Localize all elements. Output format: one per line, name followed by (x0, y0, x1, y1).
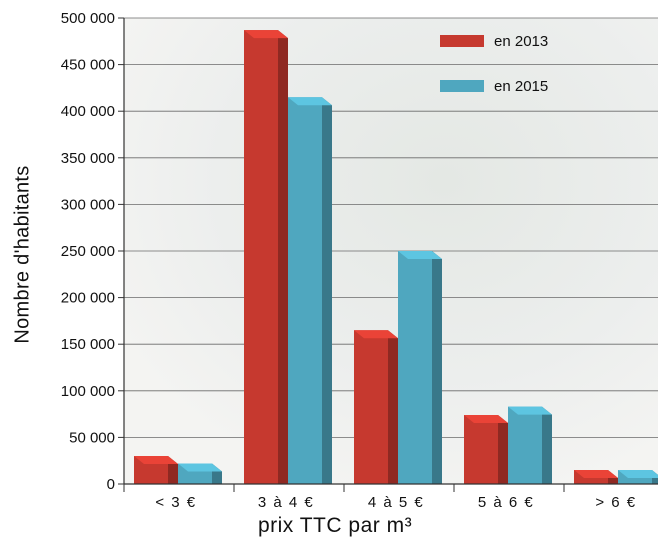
x-tick-label: 4 à 5 € (368, 494, 424, 511)
y-tick-label: 400 000 (61, 103, 115, 120)
x-tick-label: 3 à 4 € (258, 494, 314, 511)
bar-side (278, 30, 288, 485)
bar-top (288, 97, 332, 106)
bar-top (464, 415, 508, 424)
bar-side (498, 415, 508, 484)
x-tick-label: > 6 € (595, 494, 636, 511)
bar-2015-2 (398, 251, 442, 484)
y-tick-label: 200 000 (61, 290, 115, 307)
x-tick-label: 5 à 6 € (478, 494, 534, 511)
bar-top (574, 470, 618, 479)
bar-2015-0 (178, 463, 222, 484)
legend-label-2015: en 2015 (494, 77, 549, 95)
bars (134, 30, 658, 485)
bar-2015-4 (618, 470, 658, 484)
y-tick-label: 100 000 (61, 383, 115, 400)
bar-2013-3 (464, 415, 508, 484)
legend-item-2013: en 2013 (440, 30, 548, 52)
bar-front (288, 97, 322, 484)
bar-top (178, 463, 222, 472)
bar-front (244, 30, 278, 485)
legend-item-2015: en 2015 (440, 75, 548, 97)
legend-swatch-2013 (440, 35, 484, 47)
y-tick-labels: 0 50 000 100 000 150 000 200 000 250 000 300 0… (61, 10, 124, 493)
y-tick-label: 350 000 (61, 150, 115, 167)
y-tick-label: 50 000 (69, 429, 115, 446)
legend: en 2013 en 2015 (440, 30, 548, 120)
bar-top (618, 470, 658, 479)
x-tick-label: < 3 € (155, 494, 196, 511)
y-tick-label: 150 000 (61, 336, 115, 353)
bar-side (322, 97, 332, 484)
y-tick-label: 300 000 (61, 196, 115, 213)
y-tick-label: 450 000 (61, 57, 115, 74)
bar-side (542, 406, 552, 484)
bar-side (432, 251, 442, 484)
bar-front (354, 330, 388, 484)
bar-2013-1 (244, 30, 288, 485)
y-tick-label: 500 000 (61, 10, 115, 27)
bar-top (244, 30, 288, 39)
bar-2013-2 (354, 330, 398, 484)
y-tick-label: 250 000 (61, 243, 115, 260)
bar-2013-4 (574, 470, 618, 484)
legend-label-2013: en 2013 (494, 32, 549, 50)
bar-top (354, 330, 398, 339)
bar-top (398, 251, 442, 259)
bar-top (508, 406, 552, 415)
bar-2015-3 (508, 406, 552, 484)
bar-front (464, 415, 498, 484)
y-axis-label: Nombre d'habitants (11, 165, 34, 344)
bar-front (508, 406, 542, 484)
bar-2015-1 (288, 97, 332, 484)
y-tick-label: 0 (107, 476, 115, 493)
legend-swatch-2015 (440, 80, 484, 92)
x-tick-labels: < 3 € 3 à 4 € 4 à 5 € 5 à 6 € > 6 € (123, 484, 636, 511)
bar-2013-0 (134, 456, 178, 484)
bar-top (134, 456, 178, 465)
bar-side (388, 330, 398, 484)
bar-front (398, 251, 432, 484)
x-axis-label: prix TTC par m³ (257, 514, 413, 537)
